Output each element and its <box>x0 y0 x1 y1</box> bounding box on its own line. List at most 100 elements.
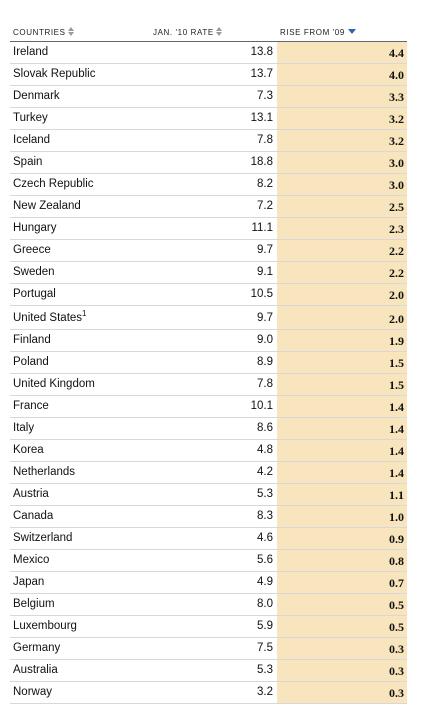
rise-value: 3.0 <box>389 156 404 170</box>
column-header-rise[interactable]: RISE FROM '09 <box>280 28 356 37</box>
rise-value: 2.2 <box>389 266 404 280</box>
rise-value: 3.3 <box>389 90 404 104</box>
country-name: Italy <box>13 422 35 434</box>
country-cell: Turkey <box>13 112 48 124</box>
table-row: Czech Republic 8.2 3.0 <box>10 174 407 196</box>
country-name: France <box>13 400 49 412</box>
rise-value: 1.5 <box>389 378 404 392</box>
country-name: Iceland <box>13 134 51 146</box>
rise-value: 1.4 <box>389 466 404 480</box>
rise-cell: 0.5 <box>277 594 407 615</box>
country-name: Greece <box>13 244 51 256</box>
country-name: Luxembourg <box>13 620 77 632</box>
rise-cell: 3.0 <box>277 152 407 173</box>
rise-cell: 2.5 <box>277 196 407 217</box>
table-row: Norway 3.2 0.3 <box>10 682 407 704</box>
rate-cell: 8.0 <box>257 598 273 610</box>
country-name: Czech Republic <box>13 178 94 190</box>
country-name: Spain <box>13 156 43 168</box>
country-cell: Norway <box>13 686 52 698</box>
country-cell: Portugal <box>13 288 56 300</box>
rise-cell: 1.1 <box>277 484 407 505</box>
rise-value: 0.7 <box>389 576 404 590</box>
rate-cell: 9.1 <box>257 266 273 278</box>
rise-cell: 0.3 <box>277 682 407 703</box>
rise-value: 1.4 <box>389 444 404 458</box>
rise-cell: 1.5 <box>277 374 407 395</box>
country-name: Ireland <box>13 46 49 58</box>
country-cell: Czech Republic <box>13 178 94 190</box>
country-name: Belgium <box>13 598 55 610</box>
rate-cell: 8.9 <box>257 356 273 368</box>
country-cell: Korea <box>13 444 44 456</box>
rate-cell: 3.2 <box>257 686 273 698</box>
rate-cell: 5.3 <box>257 664 273 676</box>
rate-cell: 13.1 <box>250 112 273 124</box>
rise-value: 3.2 <box>389 134 404 148</box>
rise-value: 4.0 <box>389 68 404 82</box>
table-row: Finland 9.0 1.9 <box>10 330 407 352</box>
rate-cell: 4.9 <box>257 576 273 588</box>
rise-value: 2.3 <box>389 222 404 236</box>
rate-cell: 7.5 <box>257 642 273 654</box>
table-row: Ireland 13.8 4.4 <box>10 42 407 64</box>
rate-cell: 5.6 <box>257 554 273 566</box>
table-row: Italy 8.6 1.4 <box>10 418 407 440</box>
rise-cell: 2.2 <box>277 262 407 283</box>
country-name: Australia <box>13 664 58 676</box>
rise-value: 0.3 <box>389 686 404 700</box>
unemployment-table: COUNTRIES JAN. '10 RATE RISE FROM '09 Ir… <box>10 25 407 704</box>
rate-cell: 4.6 <box>257 532 273 544</box>
table-row: New Zealand 7.2 2.5 <box>10 196 407 218</box>
country-cell: Sweden <box>13 266 55 278</box>
rise-value: 2.0 <box>389 288 404 302</box>
table-row: Sweden 9.1 2.2 <box>10 262 407 284</box>
country-name: United States <box>13 312 83 324</box>
column-header-jan-rate[interactable]: JAN. '10 RATE <box>153 27 223 37</box>
table-row: Spain 18.8 3.0 <box>10 152 407 174</box>
sort-both-icon <box>67 27 75 37</box>
country-name: Turkey <box>13 112 48 124</box>
table-row: Iceland 7.8 3.2 <box>10 130 407 152</box>
country-name: Austria <box>13 488 49 500</box>
country-cell: Spain <box>13 156 42 168</box>
table-row: Mexico 5.6 0.8 <box>10 550 407 572</box>
rise-value: 0.5 <box>389 620 404 634</box>
rise-value: 1.9 <box>389 334 404 348</box>
table-row: Hungary 11.1 2.3 <box>10 218 407 240</box>
country-name: Canada <box>13 510 54 522</box>
rise-cell: 3.2 <box>277 108 407 129</box>
rise-value: 1.4 <box>389 400 404 414</box>
rise-value: 0.3 <box>389 642 404 656</box>
country-name: Korea <box>13 444 44 456</box>
table-row: Netherlands 4.2 1.4 <box>10 462 407 484</box>
country-name: United Kingdom <box>13 378 95 390</box>
column-header-rise-label: RISE FROM '09 <box>280 28 345 37</box>
table-row: Austria 5.3 1.1 <box>10 484 407 506</box>
country-name: Norway <box>13 686 52 698</box>
rate-cell: 18.8 <box>250 156 273 168</box>
country-cell: United States1 <box>13 309 87 324</box>
rate-cell: 8.2 <box>257 178 273 190</box>
country-cell: Hungary <box>13 222 56 234</box>
footnote-marker: 1 <box>82 309 87 319</box>
rate-cell: 5.9 <box>257 620 273 632</box>
country-name: Denmark <box>13 90 60 102</box>
rate-cell: 9.0 <box>257 334 273 346</box>
rise-cell: 0.3 <box>277 660 407 681</box>
country-cell: Ireland <box>13 46 48 58</box>
country-name: Slovak Republic <box>13 68 96 80</box>
table-row: Turkey 13.1 3.2 <box>10 108 407 130</box>
column-header-countries[interactable]: COUNTRIES <box>13 27 75 37</box>
country-cell: Switzerland <box>13 532 72 544</box>
country-cell: New Zealand <box>13 200 81 212</box>
sort-descending-icon <box>347 29 356 35</box>
rate-cell: 4.8 <box>257 444 273 456</box>
country-name: Finland <box>13 334 51 346</box>
table-body: Ireland 13.8 4.4 Slovak Republic 13.7 4.0 Denm… <box>10 42 407 704</box>
table-header: COUNTRIES JAN. '10 RATE RISE FROM '09 <box>10 25 407 42</box>
table-row: Denmark 7.3 3.3 <box>10 86 407 108</box>
table-row: France 10.1 1.4 <box>10 396 407 418</box>
table-row: Slovak Republic 13.7 4.0 <box>10 64 407 86</box>
column-header-jan-rate-label: JAN. '10 RATE <box>153 28 214 37</box>
